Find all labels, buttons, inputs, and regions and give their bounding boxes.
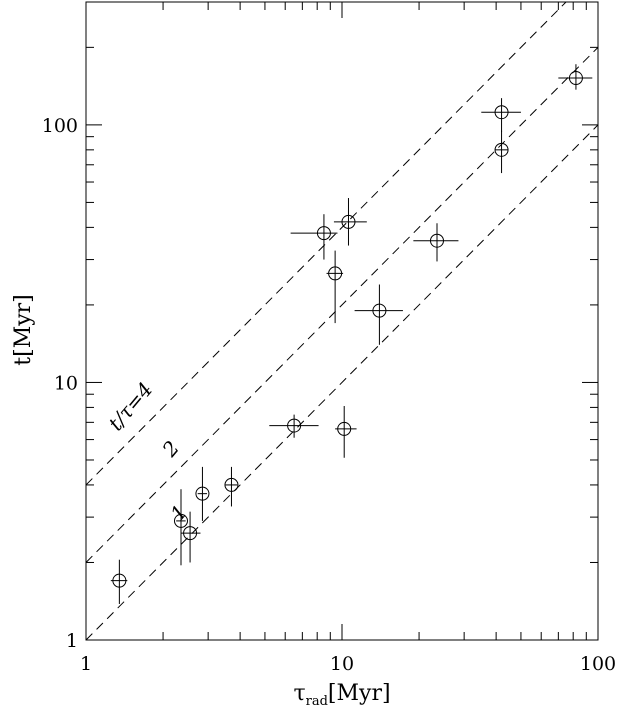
annotation-ratio-4: t/τ=4 [103, 377, 157, 435]
x-axis-unit: [Myr] [328, 681, 391, 706]
reference-line [85, 47, 599, 563]
data-point [224, 477, 239, 492]
x-axis-symbol: τ [293, 681, 305, 706]
y-tick-label: 1 [66, 630, 78, 652]
reference-lines [85, 1, 599, 641]
data-point [328, 266, 343, 281]
data-point [341, 214, 356, 229]
data-point [429, 233, 444, 248]
x-tick-label: 10 [330, 653, 354, 675]
data-point [316, 226, 331, 241]
x-axis-subscript: rad [306, 694, 328, 709]
data-point [494, 105, 509, 120]
tick-labels: 1 10 100 1 10 100 [42, 115, 616, 675]
data-point [337, 421, 352, 436]
data-point [195, 486, 210, 501]
axis-ticks [85, 1, 599, 641]
data-point [372, 303, 387, 318]
y-tick-label: 10 [54, 372, 78, 394]
annotation-ratio-1: 1 [165, 500, 192, 525]
plot-frame [85, 1, 599, 641]
y-tick-label: 100 [42, 115, 78, 137]
data-point [173, 513, 188, 528]
annotation-ratio-2: 2 [157, 436, 184, 462]
y-axis-title: t[Myr] [11, 294, 36, 365]
data-point [183, 526, 198, 541]
x-axis-title: τrad[Myr] [293, 681, 390, 709]
data-point [568, 71, 583, 86]
data-point [494, 142, 509, 157]
data-points [110, 64, 593, 604]
data-point [112, 573, 127, 588]
reference-line [85, 124, 599, 641]
reference-line [85, 1, 567, 486]
x-tick-label: 100 [580, 653, 616, 675]
x-tick-label: 1 [80, 653, 92, 675]
data-point [287, 418, 302, 433]
